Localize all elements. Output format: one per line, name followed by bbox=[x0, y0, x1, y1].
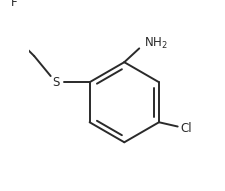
Text: S: S bbox=[52, 76, 59, 89]
Text: Cl: Cl bbox=[179, 122, 191, 135]
Text: NH$_2$: NH$_2$ bbox=[144, 36, 167, 51]
Text: F: F bbox=[11, 0, 17, 9]
